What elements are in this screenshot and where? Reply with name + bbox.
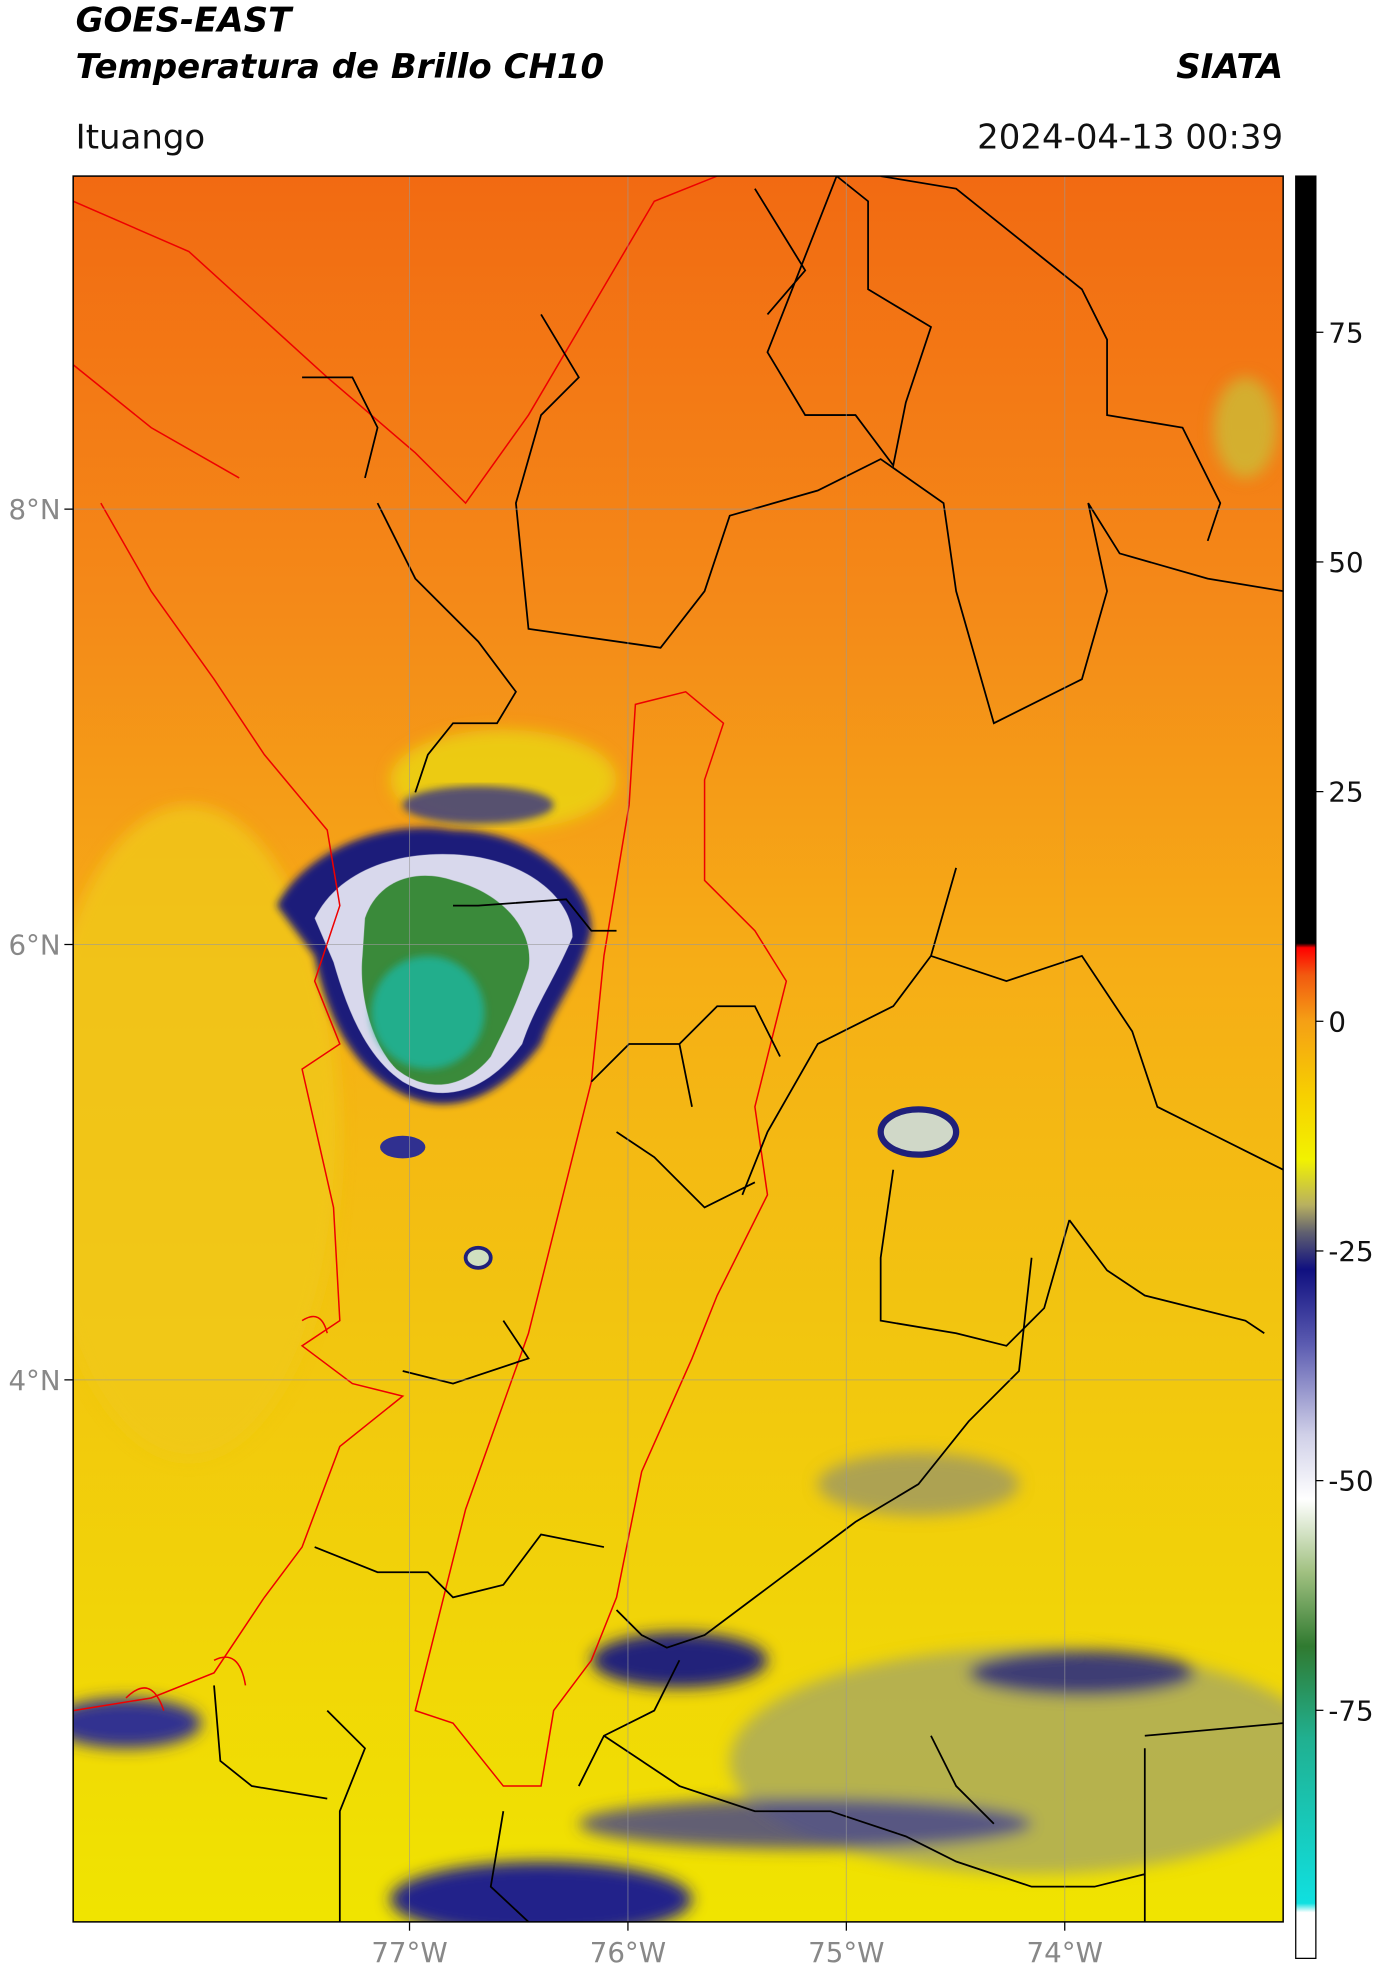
colorbar-tick-label: 75	[1328, 316, 1363, 349]
colorbar-tick-label: -75	[1328, 1694, 1373, 1727]
location: Ituango	[76, 117, 206, 157]
colorbar-tick-label: -25	[1328, 1235, 1373, 1268]
colorbar-tick-label: 0	[1328, 1005, 1346, 1038]
y-tick-label: 4°N	[8, 1364, 60, 1397]
y-tick-label: 6°N	[8, 929, 60, 962]
y-tick-label: 8°N	[8, 493, 60, 526]
x-tick-label: 77°W	[371, 1936, 447, 1969]
x-tick-label: 76°W	[590, 1936, 666, 1969]
colorbar-tick-label: 25	[1328, 776, 1363, 809]
colorbar-tick-label: -50	[1328, 1465, 1373, 1498]
timestamp: 2024-04-13 00:39	[977, 117, 1283, 157]
source: SIATA	[1176, 47, 1283, 87]
colorbar-tick-label: 50	[1328, 546, 1363, 579]
map-frame	[72, 175, 1284, 1923]
map-image	[73, 176, 1284, 1922]
x-tick-label: 75°W	[808, 1936, 884, 1969]
storm	[276, 786, 960, 1270]
x-tick-label: 74°W	[1027, 1936, 1103, 1969]
grid	[73, 176, 1284, 1922]
title: GOES-EAST	[76, 0, 294, 40]
subtitle: Temperatura de Brillo CH10	[76, 47, 604, 87]
colorbar	[1295, 175, 1317, 1959]
